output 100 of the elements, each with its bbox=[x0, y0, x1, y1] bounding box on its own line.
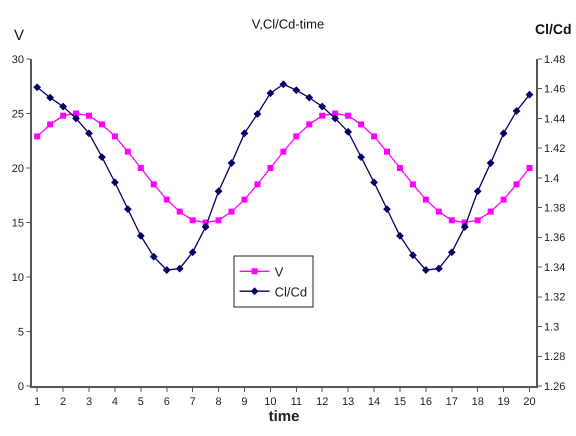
x-tick-label: 11 bbox=[290, 396, 302, 408]
point bbox=[98, 121, 105, 128]
x-tick-label: 10 bbox=[264, 396, 277, 408]
chart-title: V,Cl/Cd-time bbox=[252, 16, 324, 32]
point bbox=[396, 232, 404, 240]
x-tick-label: 6 bbox=[164, 396, 170, 408]
point bbox=[228, 208, 235, 215]
point bbox=[422, 266, 430, 274]
point bbox=[357, 153, 365, 161]
point bbox=[448, 217, 455, 224]
point bbox=[344, 128, 352, 136]
point bbox=[86, 112, 92, 119]
point bbox=[138, 165, 144, 171]
point bbox=[474, 217, 481, 224]
point bbox=[150, 252, 158, 261]
point bbox=[280, 148, 286, 155]
x-tick-label: 13 bbox=[342, 396, 354, 408]
point bbox=[266, 89, 274, 98]
point bbox=[500, 129, 508, 138]
legend-label: Cl/Cd bbox=[274, 284, 308, 300]
y2-tick-label: 1.38 bbox=[544, 202, 566, 214]
point bbox=[396, 165, 403, 171]
y2-tick-label: 1.3 bbox=[544, 321, 560, 334]
y-tick-label: 5 bbox=[18, 326, 24, 338]
point bbox=[202, 223, 210, 231]
point bbox=[216, 217, 222, 224]
point bbox=[474, 187, 482, 196]
point bbox=[164, 196, 170, 203]
point bbox=[267, 165, 274, 171]
point bbox=[112, 133, 118, 140]
point bbox=[371, 133, 378, 140]
point bbox=[162, 266, 171, 274]
point bbox=[111, 178, 119, 186]
point bbox=[488, 208, 494, 215]
legend-label: V bbox=[274, 264, 284, 280]
x-tick-label: 1 bbox=[34, 396, 40, 408]
point bbox=[85, 129, 93, 138]
y-tick-label: 15 bbox=[12, 217, 24, 230]
y2-tick-label: 1.4 bbox=[544, 172, 560, 185]
y2-tick-label: 1.44 bbox=[544, 113, 566, 126]
point bbox=[124, 205, 132, 214]
point bbox=[254, 110, 262, 118]
point bbox=[176, 264, 184, 272]
point bbox=[410, 181, 416, 188]
point bbox=[514, 181, 520, 188]
point bbox=[279, 80, 288, 88]
point bbox=[188, 248, 197, 256]
point bbox=[33, 83, 42, 92]
point bbox=[319, 112, 326, 119]
x-tick-label: 17 bbox=[446, 396, 458, 408]
x-tick-label: 5 bbox=[138, 396, 144, 408]
point bbox=[72, 114, 80, 122]
x-tick-label: 9 bbox=[241, 396, 248, 408]
point bbox=[292, 86, 300, 94]
point bbox=[384, 148, 390, 155]
x-tick-label: 19 bbox=[497, 396, 510, 408]
point bbox=[176, 208, 183, 215]
y2-axis-title: Cl/Cd bbox=[535, 21, 572, 37]
x-tick-label: 14 bbox=[368, 396, 380, 408]
x-tick-label: 4 bbox=[112, 396, 118, 408]
y-tick-label: 20 bbox=[12, 162, 24, 175]
point bbox=[526, 90, 534, 99]
point bbox=[383, 205, 391, 214]
point bbox=[240, 129, 248, 138]
point bbox=[98, 153, 106, 161]
y-axis-title: V bbox=[14, 27, 24, 44]
point bbox=[306, 121, 312, 128]
point bbox=[370, 178, 378, 186]
point bbox=[47, 121, 54, 128]
point bbox=[422, 196, 429, 203]
x-tick-label: 7 bbox=[190, 396, 196, 408]
y2-tick-label: 1.32 bbox=[544, 292, 566, 304]
point bbox=[241, 196, 248, 203]
point bbox=[254, 181, 260, 188]
y2-tick-label: 1.26 bbox=[544, 380, 566, 393]
y2-tick-label: 1.28 bbox=[544, 351, 566, 364]
x-tick-label: 15 bbox=[394, 396, 406, 408]
x-tick-label: 2 bbox=[60, 396, 66, 408]
point bbox=[486, 159, 495, 167]
point bbox=[150, 181, 157, 188]
point bbox=[331, 114, 340, 122]
x-tick-label: 3 bbox=[86, 396, 92, 408]
point bbox=[500, 196, 507, 203]
y2-tick-label: 1.48 bbox=[544, 54, 566, 66]
y2-tick-label: 1.36 bbox=[544, 232, 566, 244]
point bbox=[436, 208, 442, 215]
y2-tick-label: 1.46 bbox=[544, 84, 566, 96]
point bbox=[358, 121, 364, 128]
y-tick-label: 0 bbox=[18, 380, 24, 393]
y-tick-label: 10 bbox=[12, 272, 24, 284]
point bbox=[59, 102, 67, 110]
point bbox=[512, 107, 520, 115]
point bbox=[434, 264, 443, 272]
point bbox=[345, 112, 352, 119]
point bbox=[190, 217, 196, 224]
point bbox=[136, 232, 145, 240]
x-tick-label: 20 bbox=[523, 396, 536, 408]
point bbox=[60, 112, 66, 119]
x-tick-label: 8 bbox=[216, 396, 222, 408]
point bbox=[124, 148, 131, 155]
